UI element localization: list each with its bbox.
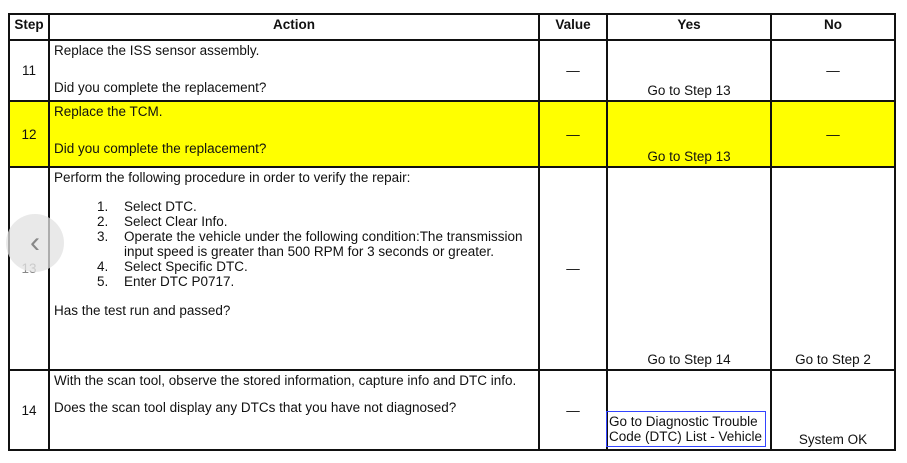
header-no: No bbox=[770, 13, 896, 41]
action-text: Replace the ISS sensor assembly. bbox=[54, 43, 260, 58]
no-cell: — bbox=[770, 39, 896, 102]
table-row: 12 Replace the TCM. Did you complete the … bbox=[8, 100, 896, 168]
no-cell[interactable]: Go to Step 2 bbox=[770, 166, 896, 371]
step-number: 14 bbox=[8, 369, 50, 451]
diagnostic-table: Step Action Value Yes No 11 Replace the … bbox=[8, 13, 896, 451]
header-yes: Yes bbox=[606, 13, 772, 41]
step-number: 11 bbox=[8, 39, 50, 102]
table-row: 13 Perform the following procedure in or… bbox=[8, 166, 896, 371]
dtc-list-link[interactable]: Go to Diagnostic Trouble Code (DTC) List… bbox=[606, 411, 766, 447]
table-row: 11 Replace the ISS sensor assembly. Did y… bbox=[8, 39, 896, 102]
chevron-left-icon: ‹ bbox=[30, 226, 40, 259]
value-cell: — bbox=[538, 166, 608, 371]
procedure-step: Enter DTC P0717. bbox=[112, 274, 534, 289]
previous-page-button[interactable]: ‹ bbox=[6, 214, 64, 272]
question-text: Does the scan tool display any DTCs that… bbox=[54, 400, 457, 415]
value-cell: — bbox=[538, 39, 608, 102]
action-cell: Replace the ISS sensor assembly. Did you … bbox=[48, 39, 540, 102]
question-text: Did you complete the replacement? bbox=[54, 80, 267, 95]
yes-cell[interactable]: Go to Step 14 bbox=[606, 166, 772, 371]
procedure-step: Select Specific DTC. bbox=[112, 259, 534, 274]
action-text: Replace the TCM. bbox=[54, 104, 163, 119]
action-cell: With the scan tool, observe the stored i… bbox=[48, 369, 540, 451]
yes-cell: Go to Diagnostic Trouble Code (DTC) List… bbox=[606, 369, 772, 451]
procedure-step: Select Clear Info. bbox=[112, 214, 534, 229]
question-text: Has the test run and passed? bbox=[54, 303, 231, 318]
value-cell: — bbox=[538, 369, 608, 451]
question-text: Did you complete the replacement? bbox=[54, 141, 267, 156]
header-step: Step bbox=[8, 13, 50, 41]
no-cell: — bbox=[770, 100, 896, 168]
action-text: With the scan tool, observe the stored i… bbox=[54, 373, 517, 388]
header-row: Step Action Value Yes No bbox=[8, 13, 896, 41]
action-text: Perform the following procedure in order… bbox=[54, 170, 411, 185]
no-cell: System OK bbox=[770, 369, 896, 451]
header-value: Value bbox=[538, 13, 608, 41]
procedure-list: Select DTC. Select Clear Info. Operate t… bbox=[54, 199, 534, 289]
yes-cell[interactable]: Go to Step 13 bbox=[606, 100, 772, 168]
procedure-step: Operate the vehicle under the following … bbox=[112, 229, 534, 259]
action-cell: Replace the TCM. Did you complete the rep… bbox=[48, 100, 540, 168]
yes-cell[interactable]: Go to Step 13 bbox=[606, 39, 772, 102]
action-cell: Perform the following procedure in order… bbox=[48, 166, 540, 371]
table-row: 14 With the scan tool, observe the store… bbox=[8, 369, 896, 451]
value-cell: — bbox=[538, 100, 608, 168]
step-number: 12 bbox=[8, 100, 50, 168]
procedure-step: Select DTC. bbox=[112, 199, 534, 214]
header-action: Action bbox=[48, 13, 540, 41]
